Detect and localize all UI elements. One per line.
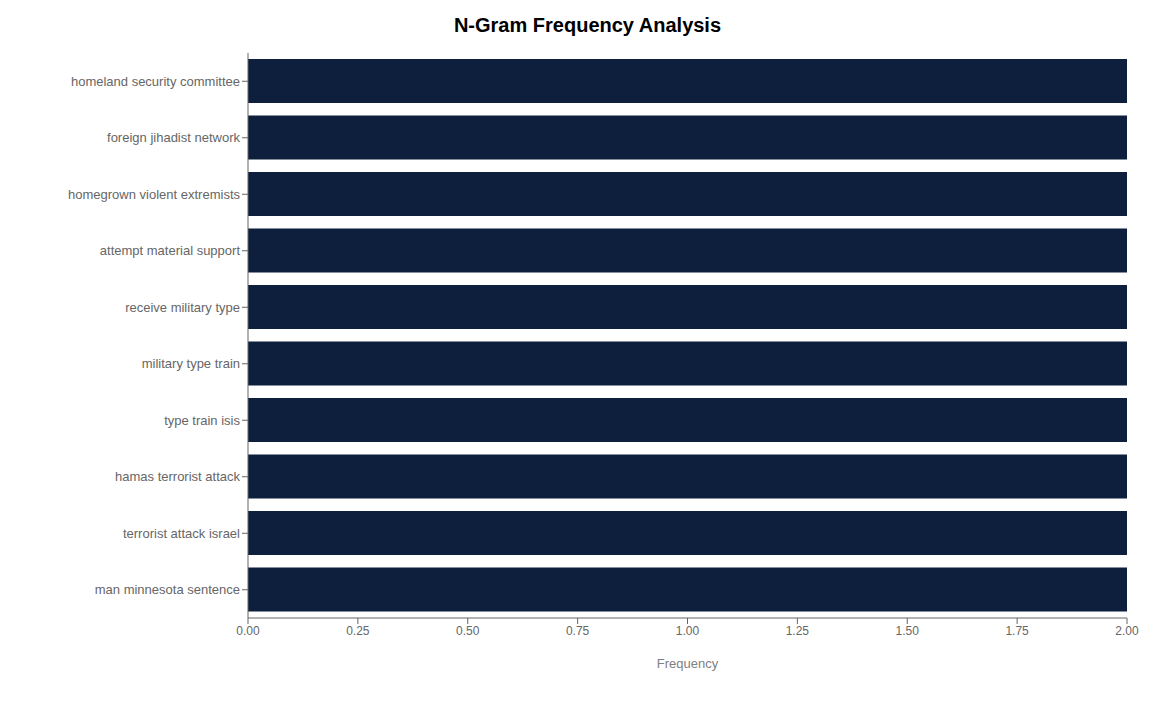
svg-text:homeland security committee: homeland security committee (71, 74, 240, 89)
svg-text:homegrown violent extremists: homegrown violent extremists (68, 187, 240, 202)
svg-text:type train isis: type train isis (164, 413, 240, 428)
svg-text:Frequency: Frequency (657, 656, 719, 671)
svg-text:2.00: 2.00 (1115, 624, 1139, 638)
svg-text:foreign jihadist network: foreign jihadist network (107, 130, 240, 145)
svg-text:1.50: 1.50 (896, 624, 920, 638)
svg-text:1.00: 1.00 (676, 624, 700, 638)
svg-text:hamas terrorist attack: hamas terrorist attack (115, 469, 240, 484)
svg-text:man minnesota sentence: man minnesota sentence (95, 582, 240, 597)
svg-text:1.75: 1.75 (1005, 624, 1029, 638)
html-text:N-Gram Frequency Analysis: N-Gram Frequency Analysis (453, 14, 722, 36)
svg-text:0.75: 0.75 (566, 624, 590, 638)
svg-text:attempt material support: attempt material support (100, 243, 241, 258)
svg-text:terrorist attack israel: terrorist attack israel (123, 526, 240, 541)
svg-text:military type train: military type train (142, 356, 240, 371)
svg-text:0.50: 0.50 (456, 624, 480, 638)
svg-text:0.25: 0.25 (346, 624, 370, 638)
svg-text:1.25: 1.25 (786, 624, 810, 638)
svg-text:0.00: 0.00 (236, 624, 260, 638)
svg-text:receive military type: receive military type (125, 300, 240, 315)
